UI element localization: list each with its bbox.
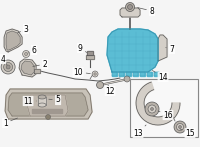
Text: 12: 12	[105, 85, 115, 96]
Polygon shape	[147, 72, 152, 76]
Circle shape	[1, 60, 15, 74]
Polygon shape	[140, 72, 145, 76]
Text: 15: 15	[180, 128, 195, 137]
Text: 13: 13	[133, 125, 146, 137]
Polygon shape	[5, 89, 92, 119]
Ellipse shape	[38, 103, 46, 107]
Polygon shape	[27, 95, 68, 116]
Polygon shape	[126, 72, 131, 76]
Polygon shape	[19, 59, 36, 77]
Circle shape	[23, 51, 30, 57]
Circle shape	[151, 107, 154, 111]
Text: 14: 14	[152, 70, 168, 81]
Circle shape	[177, 123, 184, 131]
Polygon shape	[38, 97, 46, 105]
Circle shape	[174, 121, 186, 133]
Polygon shape	[8, 93, 88, 116]
Circle shape	[4, 62, 13, 71]
Text: 11: 11	[23, 96, 36, 106]
Polygon shape	[112, 72, 117, 76]
Polygon shape	[154, 72, 159, 76]
Polygon shape	[32, 109, 62, 113]
Circle shape	[148, 105, 156, 113]
Circle shape	[126, 2, 135, 11]
Text: 3: 3	[18, 25, 29, 34]
Text: 2: 2	[33, 60, 47, 69]
Text: 8: 8	[138, 6, 154, 15]
Text: 6: 6	[28, 46, 37, 55]
Polygon shape	[4, 29, 22, 52]
Polygon shape	[34, 69, 40, 73]
Text: 9: 9	[78, 44, 87, 52]
Circle shape	[6, 65, 10, 69]
Text: 5: 5	[49, 96, 61, 105]
Circle shape	[92, 71, 98, 77]
Circle shape	[25, 52, 28, 56]
Text: 7: 7	[166, 45, 174, 54]
Polygon shape	[87, 51, 93, 55]
Circle shape	[124, 76, 130, 82]
Polygon shape	[107, 29, 158, 72]
Polygon shape	[136, 82, 180, 125]
Text: 4: 4	[1, 55, 7, 65]
Polygon shape	[86, 55, 94, 59]
Ellipse shape	[38, 95, 46, 99]
Circle shape	[94, 73, 96, 75]
Text: 1: 1	[3, 118, 18, 127]
Circle shape	[97, 81, 104, 88]
Circle shape	[128, 5, 133, 10]
Circle shape	[145, 102, 159, 116]
Polygon shape	[21, 61, 34, 75]
Circle shape	[179, 126, 182, 128]
Polygon shape	[158, 35, 167, 61]
FancyBboxPatch shape	[130, 79, 198, 137]
Polygon shape	[133, 72, 138, 76]
Polygon shape	[6, 31, 20, 50]
Text: 10: 10	[73, 67, 90, 76]
Text: 16: 16	[158, 111, 173, 120]
Circle shape	[46, 115, 51, 120]
Polygon shape	[120, 8, 140, 17]
Polygon shape	[119, 72, 124, 76]
